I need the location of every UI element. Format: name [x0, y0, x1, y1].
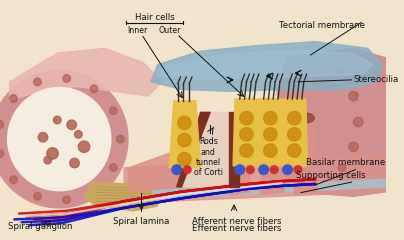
Circle shape	[283, 165, 292, 174]
Circle shape	[178, 152, 191, 166]
Circle shape	[354, 117, 363, 127]
Circle shape	[63, 196, 70, 204]
Polygon shape	[129, 150, 181, 192]
Circle shape	[70, 158, 79, 168]
Circle shape	[321, 181, 328, 189]
Text: Outer: Outer	[159, 26, 181, 35]
Circle shape	[178, 116, 191, 130]
Circle shape	[240, 111, 253, 125]
Text: Tectorial membrane: Tectorial membrane	[279, 21, 365, 30]
Circle shape	[264, 128, 277, 141]
Ellipse shape	[297, 113, 314, 123]
Text: Spiral ganglion: Spiral ganglion	[8, 222, 72, 232]
Ellipse shape	[264, 113, 281, 123]
Circle shape	[90, 85, 98, 93]
Circle shape	[235, 165, 244, 174]
Circle shape	[172, 165, 181, 174]
Text: Hair cells: Hair cells	[135, 13, 175, 22]
Circle shape	[246, 166, 254, 174]
Circle shape	[10, 95, 17, 102]
Circle shape	[264, 144, 277, 157]
Circle shape	[240, 144, 253, 157]
Polygon shape	[124, 179, 386, 200]
Polygon shape	[84, 182, 158, 211]
Circle shape	[53, 116, 61, 124]
Polygon shape	[233, 99, 260, 166]
Polygon shape	[294, 120, 317, 194]
Polygon shape	[177, 112, 210, 187]
Circle shape	[335, 66, 343, 74]
Circle shape	[109, 164, 117, 171]
Polygon shape	[277, 48, 386, 196]
Polygon shape	[169, 101, 201, 168]
Polygon shape	[281, 99, 307, 166]
Circle shape	[338, 164, 346, 172]
Circle shape	[0, 150, 4, 157]
Circle shape	[259, 165, 268, 174]
Circle shape	[288, 128, 301, 141]
Ellipse shape	[230, 113, 247, 123]
Circle shape	[0, 121, 4, 128]
Circle shape	[34, 78, 41, 86]
Circle shape	[116, 135, 124, 143]
Circle shape	[240, 128, 253, 141]
Circle shape	[288, 111, 301, 125]
Polygon shape	[183, 112, 237, 187]
Circle shape	[90, 186, 98, 193]
Text: Inner: Inner	[127, 26, 148, 35]
Text: Spiral lamina: Spiral lamina	[113, 217, 170, 226]
Circle shape	[44, 156, 52, 164]
Circle shape	[349, 91, 358, 101]
Polygon shape	[160, 50, 372, 80]
Polygon shape	[10, 48, 162, 101]
Circle shape	[67, 120, 76, 130]
Circle shape	[349, 142, 358, 151]
Polygon shape	[124, 153, 386, 203]
Polygon shape	[227, 120, 250, 194]
Circle shape	[270, 166, 278, 174]
Circle shape	[264, 111, 277, 125]
Polygon shape	[151, 42, 382, 91]
Circle shape	[10, 176, 17, 183]
Circle shape	[74, 131, 82, 138]
Circle shape	[294, 166, 302, 174]
Circle shape	[288, 144, 301, 157]
Polygon shape	[229, 112, 239, 187]
Circle shape	[47, 148, 58, 159]
Circle shape	[78, 141, 90, 152]
Text: Afferent nerve fibers: Afferent nerve fibers	[192, 217, 282, 226]
Circle shape	[178, 133, 191, 147]
Text: Supporting cells: Supporting cells	[296, 171, 366, 180]
Circle shape	[38, 132, 48, 142]
Polygon shape	[261, 120, 284, 194]
Circle shape	[183, 166, 191, 174]
Circle shape	[0, 70, 128, 208]
Circle shape	[8, 88, 111, 191]
Text: Basilar membrane: Basilar membrane	[306, 158, 385, 168]
Text: Efferent nerve fibers: Efferent nerve fibers	[192, 224, 282, 234]
Text: Rods
and
tunnel
of Corti: Rods and tunnel of Corti	[194, 137, 223, 177]
Circle shape	[109, 107, 117, 114]
Text: Stereocilia: Stereocilia	[354, 75, 399, 84]
Circle shape	[34, 192, 41, 200]
Circle shape	[63, 75, 70, 82]
Polygon shape	[257, 99, 284, 166]
